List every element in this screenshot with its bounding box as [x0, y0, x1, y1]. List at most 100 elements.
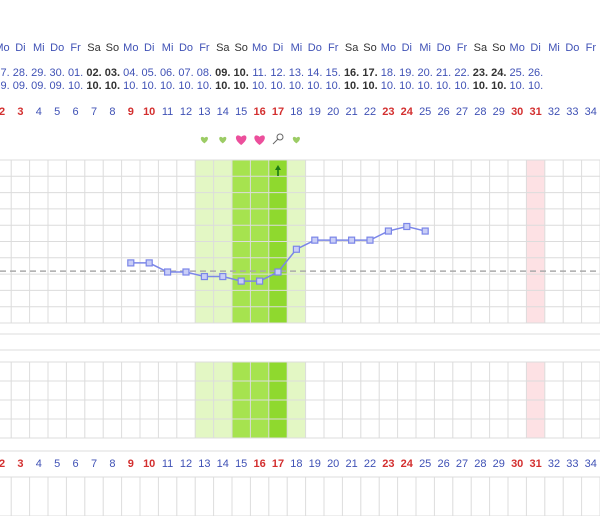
date-label: 13. [289, 67, 304, 79]
date-label: 15. [326, 67, 341, 79]
weekday-label: Sa [345, 42, 359, 54]
cycle-day-footer-label: 19 [309, 458, 321, 470]
cycle-day-label: 19 [309, 106, 321, 118]
month-label: 09. [0, 80, 10, 92]
cycle-day-label: 3 [17, 106, 23, 118]
cycle-day-label: 33 [566, 106, 578, 118]
temperature-point [384, 227, 392, 235]
date-label: 09. [215, 67, 230, 79]
month-label: 10. [454, 80, 469, 92]
temperature-point [366, 236, 374, 244]
cycle-day-footer-label: 24 [401, 458, 414, 470]
cycle-day-label: 8 [109, 106, 115, 118]
temperature-point [256, 277, 264, 285]
date-label: 11. [252, 67, 266, 79]
cycle-day-footer-label: 5 [54, 458, 60, 470]
cycle-day-label: 6 [73, 106, 79, 118]
weekday-label: Sa [474, 42, 488, 54]
temperature-point [127, 259, 135, 267]
weekday-label: Mi [291, 42, 303, 54]
cycle-day-label: 34 [585, 106, 597, 118]
date-label: 21. [436, 67, 451, 79]
cycle-day-label: 10 [143, 106, 155, 118]
date-label: 26. [528, 67, 543, 79]
date-header-row: 4.25.26.27.28.29.30.01.02.03.04.05.06.07… [0, 67, 543, 79]
date-label: 17. [362, 67, 377, 79]
cycle-day-footer-label: 20 [327, 458, 339, 470]
month-label: 10. [86, 80, 101, 92]
key-icon [272, 138, 279, 145]
ovulation-arrow-icon [275, 165, 281, 170]
month-label: 10. [491, 80, 506, 92]
date-label: 14. [307, 67, 322, 79]
weekday-label: Di [530, 42, 540, 54]
cycle-day-footer-label: 34 [585, 458, 597, 470]
cycle-day-label: 11 [162, 106, 173, 118]
month-label: 10. [326, 80, 341, 92]
date-label: 01. [68, 67, 83, 79]
month-label: 10. [473, 80, 488, 92]
cycle-day-label: 4 [36, 106, 42, 118]
heart-green-icon [219, 136, 227, 144]
heart-pink-icon [254, 135, 265, 145]
month-label: 10. [215, 80, 230, 92]
date-label: 24. [491, 67, 506, 79]
weekday-label: So [106, 42, 119, 54]
month-header-row: 9.09.09.09.09.09.09.10.10.10.10.10.10.10… [0, 80, 543, 92]
cycle-day-label: 30 [511, 106, 523, 118]
month-label: 10. [123, 80, 138, 92]
month-label: 10. [362, 80, 377, 92]
temperature-point [292, 245, 300, 253]
cycle-day-footer-label: 9 [128, 458, 134, 470]
weekday-label: Di [273, 42, 283, 54]
weekday-label: So [363, 42, 376, 54]
temperature-point [237, 277, 245, 285]
cycle-day-footer-label: 32 [548, 458, 560, 470]
weekday-label: Fr [199, 42, 210, 54]
month-label: 10. [436, 80, 451, 92]
cycle-day-label: 5 [54, 106, 60, 118]
temperature-point [421, 227, 429, 235]
weekday-label: Do [565, 42, 579, 54]
cycle-day-footer-label: 15 [235, 458, 247, 470]
month-label: 09. [50, 80, 65, 92]
date-label: 25. [510, 67, 525, 79]
weekday-label: Di [15, 42, 25, 54]
cycle-day-label: 24 [401, 106, 414, 118]
date-label: 23. [473, 67, 488, 79]
temperature-point [164, 268, 172, 276]
date-label: 06. [160, 67, 175, 79]
cycle-day-footer-label: 23 [382, 458, 394, 470]
cycle-day-label: 18 [290, 106, 302, 118]
cycle-day-footer-label: 3 [17, 458, 23, 470]
cycle-day-footer-label: 31 [529, 458, 541, 470]
temperature-point [348, 236, 356, 244]
cycle-day-footer-label: 13 [198, 458, 210, 470]
date-label: 05. [142, 67, 157, 79]
month-label: 10. [178, 80, 193, 92]
temperature-point [145, 259, 153, 267]
month-label: 10. [528, 80, 543, 92]
cycle-day-label: 14 [217, 106, 229, 118]
cycle-day-footer-label: 8 [109, 458, 115, 470]
weekday-label: Mi [33, 42, 45, 54]
date-label: 22. [454, 67, 469, 79]
cycle-day-label: 25 [419, 106, 431, 118]
heart-green-icon [200, 136, 208, 144]
chart-grid [0, 159, 600, 516]
cycle-day-label: 7 [91, 106, 97, 118]
month-label: 10. [399, 80, 414, 92]
weekday-header-row: Mo Di Mi Do Fr Sa So Mo Di Mi Do Fr Sa So Mo Di Mi Do Fr Sa… [0, 42, 596, 54]
weekday-label: Do [50, 42, 64, 54]
cycle-day-label: 15 [235, 106, 247, 118]
cycle-day-label: 32 [548, 106, 560, 118]
temperature-point [329, 236, 337, 244]
temperature-series [127, 165, 429, 285]
month-label: 10. [234, 80, 249, 92]
cycle-day-footer-label: 14 [217, 458, 229, 470]
key-icon [276, 133, 284, 141]
weekday-label: Fr [70, 42, 81, 54]
cycle-day-footer-label: 7 [91, 458, 97, 470]
temperature-point [219, 272, 227, 281]
month-label: 10. [105, 80, 120, 92]
